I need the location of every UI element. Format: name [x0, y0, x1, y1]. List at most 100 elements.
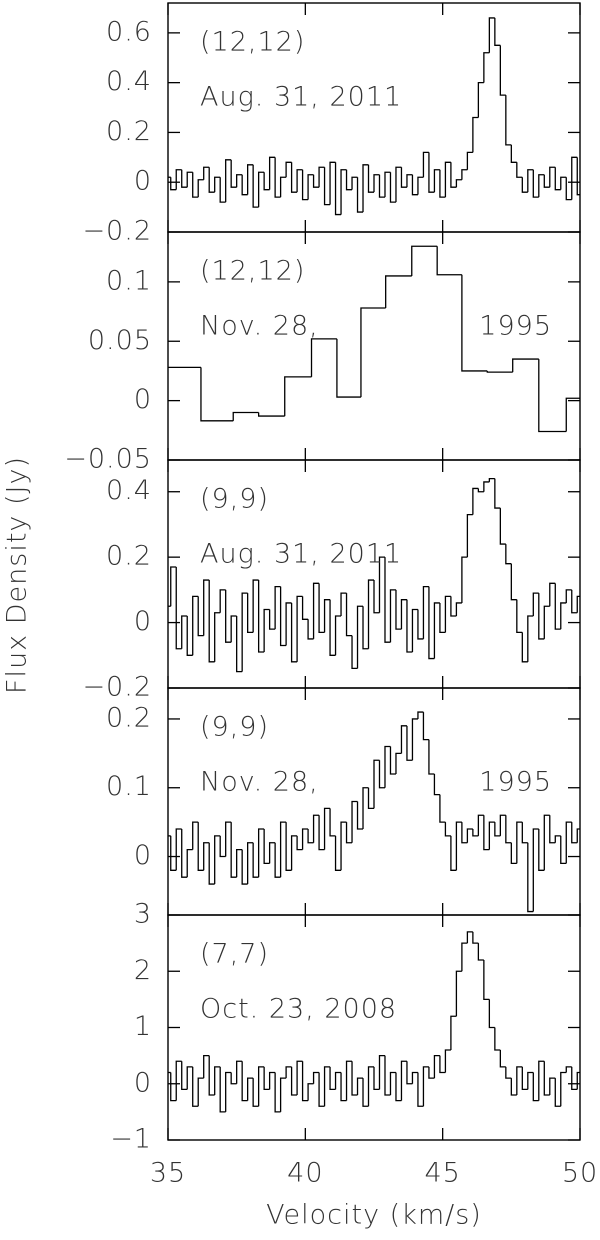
step — [378, 760, 385, 789]
step — [307, 619, 314, 640]
step — [400, 167, 407, 188]
step — [560, 176, 567, 190]
step — [543, 814, 550, 871]
step — [543, 605, 550, 639]
annotation: (7,7) — [200, 939, 269, 970]
step — [483, 481, 490, 492]
x-axis-label: Velocity (km/s) — [266, 1200, 482, 1231]
spectrum — [168, 477, 580, 673]
step — [527, 842, 534, 913]
step — [323, 807, 331, 850]
step — [417, 609, 424, 640]
y-tick-label: 1 — [134, 1011, 152, 1042]
step — [170, 566, 177, 607]
step — [433, 602, 440, 659]
step — [428, 586, 435, 660]
step — [219, 835, 226, 858]
step — [279, 176, 287, 198]
step — [312, 1071, 320, 1084]
step — [279, 586, 287, 647]
y-tick-label: 0.2 — [106, 541, 152, 572]
step — [455, 970, 462, 1017]
spectrum — [168, 931, 580, 1113]
y-tick-label: 0.2 — [106, 702, 152, 733]
step — [318, 583, 325, 634]
step — [192, 172, 199, 198]
step — [290, 602, 298, 663]
step — [428, 1066, 435, 1079]
step — [329, 1066, 336, 1091]
step — [334, 615, 342, 656]
step — [527, 615, 534, 662]
step — [499, 45, 506, 96]
step — [554, 835, 561, 843]
step — [389, 589, 396, 643]
step — [230, 615, 237, 643]
annotation: (9,9) — [200, 712, 269, 743]
step — [499, 508, 506, 545]
step — [395, 589, 402, 630]
step — [455, 179, 462, 188]
step — [560, 602, 567, 630]
step — [510, 1078, 517, 1096]
step — [290, 1066, 298, 1096]
step — [444, 595, 451, 633]
step — [252, 842, 259, 878]
step — [461, 169, 468, 180]
step — [274, 585, 281, 630]
step — [417, 711, 424, 719]
step — [247, 593, 254, 634]
step — [532, 169, 539, 198]
step — [510, 842, 517, 865]
step — [439, 602, 446, 634]
step — [208, 842, 215, 885]
annotation: Oct. 23, 2008 — [200, 994, 397, 1025]
step — [565, 177, 572, 201]
step — [571, 1066, 578, 1091]
step — [329, 599, 336, 656]
step — [318, 1072, 325, 1107]
y-tick-label: 2 — [134, 955, 152, 986]
step — [268, 842, 276, 864]
step — [203, 579, 210, 636]
step — [214, 1066, 221, 1095]
y-tick-label: 0 — [134, 606, 152, 637]
step — [367, 1066, 374, 1107]
y-tick-label: −0.2 — [82, 672, 152, 703]
step — [219, 1066, 226, 1113]
step — [373, 174, 380, 193]
step — [472, 931, 479, 944]
y-tick-label: 0.4 — [106, 475, 152, 506]
step — [181, 169, 188, 188]
step — [236, 849, 243, 878]
step — [450, 596, 457, 617]
step — [450, 1015, 457, 1050]
step — [360, 307, 386, 398]
step — [236, 616, 243, 673]
step — [323, 167, 331, 206]
x-tick-label: 50 — [562, 1158, 598, 1189]
y-tick-label: 0.1 — [106, 771, 152, 802]
y-tick-label: 0.4 — [106, 66, 152, 97]
step — [351, 635, 358, 670]
step — [345, 593, 353, 637]
step — [395, 1072, 402, 1102]
step — [510, 144, 517, 163]
step — [312, 174, 320, 188]
step — [356, 801, 364, 830]
step — [505, 544, 512, 565]
step — [257, 1066, 265, 1107]
step — [560, 835, 567, 865]
step — [510, 563, 517, 601]
step — [236, 174, 243, 188]
step — [373, 759, 380, 809]
step — [257, 828, 265, 878]
step — [225, 821, 232, 857]
step — [521, 822, 528, 844]
step — [367, 164, 374, 193]
step — [284, 376, 312, 417]
step — [373, 1066, 380, 1091]
step — [422, 585, 429, 639]
step — [257, 412, 285, 417]
step — [285, 161, 292, 178]
